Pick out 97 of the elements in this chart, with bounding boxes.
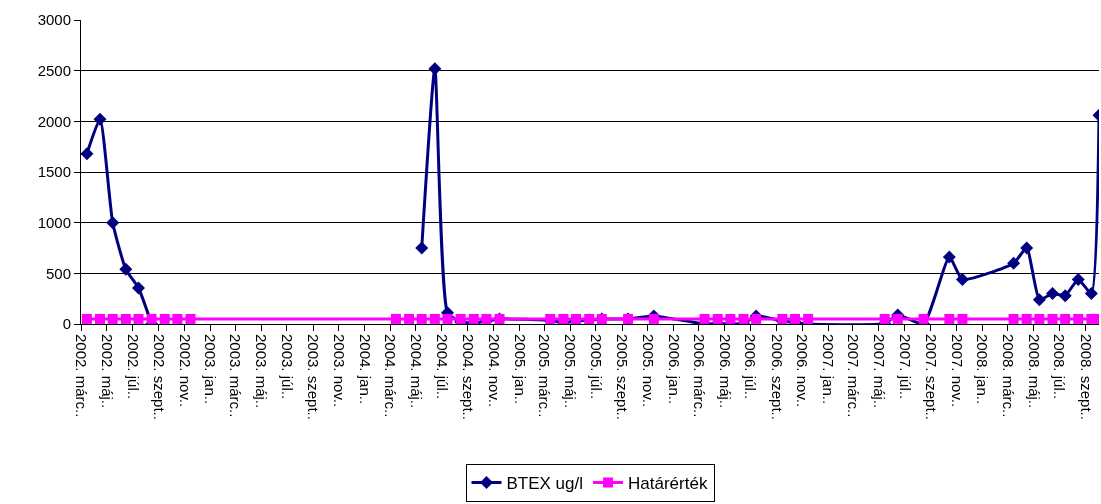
point — [93, 112, 107, 126]
x-tick-label: 2006. máj.. — [716, 334, 734, 409]
x-tick-label: 2007. nov.. — [948, 334, 966, 408]
point — [803, 313, 814, 324]
x-tick-label: 2003. júl.. — [279, 334, 297, 400]
point — [159, 313, 170, 324]
point — [185, 313, 196, 324]
point — [81, 313, 92, 324]
point — [404, 313, 415, 324]
point — [1060, 313, 1071, 324]
point — [428, 62, 442, 76]
point — [712, 313, 723, 324]
point — [879, 313, 890, 324]
point — [751, 313, 762, 324]
point — [172, 313, 183, 324]
x-tick-label: 2008. márc.. — [999, 334, 1017, 418]
point — [416, 313, 427, 324]
point — [1007, 256, 1021, 270]
x-tick-label: 2007. máj.. — [870, 334, 888, 409]
x-tick-label: 2003. jan.. — [202, 334, 220, 405]
point — [1073, 313, 1084, 324]
x-tick-label: 2002. nov.. — [176, 334, 194, 408]
point — [957, 313, 968, 324]
x-tick-label: 2002. júl.. — [124, 334, 142, 400]
point — [442, 313, 453, 324]
x-tick-label: 2006. jan.. — [665, 334, 683, 405]
point — [725, 313, 736, 324]
y-tick-label: 1000 — [37, 213, 71, 231]
x-tick-label: 2007. jan.. — [820, 334, 838, 405]
x-tick-label: 2003. márc.. — [227, 334, 245, 418]
x-tick-label: 2005. szept.. — [614, 334, 632, 420]
x-tick-label: 2005. júl.. — [588, 334, 606, 400]
x-tick-label: 2006. márc.. — [690, 334, 708, 418]
point — [1008, 313, 1019, 324]
x-tick-label: 2002. márc.. — [73, 334, 91, 418]
x-tick-label: 2002. szept.. — [150, 334, 168, 420]
y-tick-label: 2000 — [37, 112, 71, 130]
point — [944, 313, 955, 324]
point — [107, 313, 118, 324]
x-tick-label: 2008. máj.. — [1025, 334, 1043, 409]
y-tick-label: 3000 — [37, 11, 71, 29]
point — [390, 313, 401, 324]
x-tick-label: 2004. szept.. — [459, 334, 477, 420]
x-tick-label: 2005. nov.. — [640, 334, 658, 408]
point — [415, 241, 429, 255]
point — [942, 250, 956, 264]
point — [120, 313, 131, 324]
point — [81, 147, 94, 161]
y-tick-label: 0 — [62, 315, 71, 333]
point — [1047, 313, 1058, 324]
point — [1034, 313, 1045, 324]
x-tick-label: 2003. szept.. — [305, 334, 323, 420]
point — [119, 262, 133, 276]
point — [1046, 287, 1059, 301]
point — [918, 313, 929, 324]
x-tick-label: 2006. szept.. — [768, 334, 786, 420]
x-tick-label: 2007. szept.. — [922, 334, 940, 420]
x-tick-label: 2005. márc.. — [536, 334, 554, 418]
point — [429, 313, 440, 324]
point — [133, 313, 144, 324]
point — [95, 313, 106, 324]
x-tick-label: 2007. márc.. — [845, 334, 863, 418]
y-tick-label: 500 — [45, 264, 71, 282]
point — [1058, 289, 1072, 303]
point — [738, 313, 749, 324]
point — [955, 272, 969, 286]
x-tick-label: 2006. júl.. — [742, 334, 760, 400]
x-tick-label: 2004. máj.. — [407, 334, 425, 409]
point — [1084, 287, 1098, 301]
x-tick-label: 2005. máj.. — [562, 334, 580, 409]
legend-label: BTEX ug/l — [506, 474, 584, 494]
y-tick-label: 1500 — [37, 163, 71, 181]
x-tick-label: 2005. jan.. — [511, 334, 529, 405]
x-tick-label: 2003. nov.. — [331, 334, 349, 408]
x-tick-label: 2007. júl.. — [896, 334, 914, 400]
x-tick-label: 2006. nov.. — [794, 334, 812, 408]
x-tick-label: 2004. jan.. — [356, 334, 374, 405]
x-tick-label: 2008. júl.. — [1051, 334, 1069, 400]
point — [699, 313, 710, 324]
point — [1032, 293, 1046, 307]
x-tick-label: 2004. júl.. — [433, 334, 451, 400]
y-tick-label: 2500 — [37, 61, 71, 79]
x-tick-label: 2003. máj.. — [253, 334, 271, 409]
point — [892, 313, 903, 324]
x-tick-label: 2008. jan.. — [974, 334, 992, 405]
point — [1020, 241, 1034, 255]
legend-label: Határérték — [628, 474, 708, 494]
x-tick-label: 2004. márc.. — [382, 334, 400, 418]
x-tick-label: 2002. máj.. — [98, 334, 116, 409]
x-tick-label: 2008. szept.. — [1077, 334, 1095, 420]
point — [132, 281, 145, 295]
point — [648, 313, 659, 324]
point — [1021, 313, 1032, 324]
point — [146, 313, 157, 324]
x-tick-label: 2004. nov.. — [485, 334, 503, 408]
point — [1071, 272, 1085, 286]
point — [106, 216, 120, 230]
